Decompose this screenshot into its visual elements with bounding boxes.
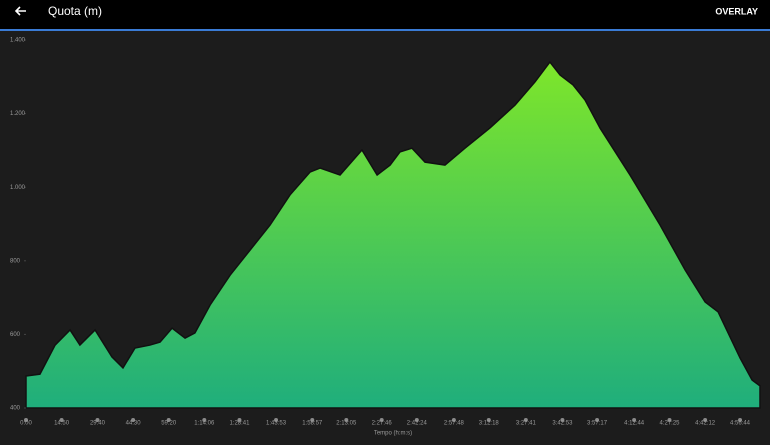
x-tick bbox=[202, 418, 207, 422]
x-tick-label: 0:00 bbox=[20, 421, 32, 427]
y-tick-label: 1.200 bbox=[10, 111, 26, 117]
y-tick-label: 800 bbox=[10, 258, 21, 264]
x-tick-label: 4:12:44 bbox=[624, 421, 645, 427]
x-tick-label: 59:20 bbox=[161, 421, 177, 427]
x-tick-label: 1:28:41 bbox=[229, 421, 250, 427]
x-tick-label: 4:56:44 bbox=[730, 421, 751, 427]
elevation-area bbox=[25, 60, 761, 409]
x-tick bbox=[379, 418, 384, 422]
screen-title: Quota (m) bbox=[48, 4, 102, 18]
x-tick bbox=[632, 418, 637, 422]
overlay-button[interactable]: OVERLAY bbox=[715, 6, 758, 16]
x-tick bbox=[451, 418, 456, 422]
x-tick bbox=[523, 418, 528, 422]
app-bar-divider bbox=[0, 29, 770, 31]
x-tick bbox=[166, 418, 171, 422]
x-tick bbox=[738, 418, 743, 422]
x-tick bbox=[414, 418, 419, 422]
x-tick bbox=[274, 418, 279, 422]
x-tick-label: 1:14:06 bbox=[194, 421, 215, 427]
x-tick-label: 3:57:17 bbox=[587, 421, 608, 427]
x-tick-label: 14:50 bbox=[54, 421, 70, 427]
x-tick bbox=[667, 418, 672, 422]
y-tick-label: 1.400 bbox=[10, 38, 26, 44]
x-tick-label: 1:43:53 bbox=[266, 421, 287, 427]
x-tick-label: 3:27:41 bbox=[516, 421, 537, 427]
y-tick-label: 400 bbox=[10, 406, 21, 412]
x-tick bbox=[310, 418, 315, 422]
x-tick bbox=[486, 418, 491, 422]
x-tick bbox=[95, 418, 100, 422]
x-tick-label: 4:42:12 bbox=[695, 421, 716, 427]
x-tick bbox=[595, 418, 600, 422]
app-bar bbox=[0, 0, 770, 29]
x-tick-label: 1:58:57 bbox=[302, 421, 323, 427]
back-button[interactable] bbox=[14, 6, 26, 16]
x-tick-label: 4:27:25 bbox=[659, 421, 680, 427]
y-tick-label: 1.000 bbox=[10, 185, 26, 191]
x-tick-label: 29:40 bbox=[90, 421, 106, 427]
x-tick bbox=[131, 418, 136, 422]
x-tick-label: 2:13:05 bbox=[336, 421, 357, 427]
x-tick bbox=[344, 418, 349, 422]
x-tick bbox=[703, 418, 708, 422]
x-tick-label: 3:42:53 bbox=[552, 421, 573, 427]
x-tick bbox=[24, 418, 28, 422]
x-tick bbox=[237, 418, 242, 422]
x-tick bbox=[59, 418, 64, 422]
x-tick-label: 44:30 bbox=[126, 421, 142, 427]
x-tick-label: 2:57:48 bbox=[444, 421, 465, 427]
x-tick-label: 3:12:18 bbox=[479, 421, 500, 427]
x-tick bbox=[560, 418, 565, 422]
y-tick-label: 600 bbox=[10, 332, 21, 338]
x-tick-label: 2:42:24 bbox=[407, 421, 428, 427]
x-tick-label: 2:27:46 bbox=[372, 421, 393, 427]
x-axis-label: Tempo (h:m:s) bbox=[374, 431, 412, 437]
